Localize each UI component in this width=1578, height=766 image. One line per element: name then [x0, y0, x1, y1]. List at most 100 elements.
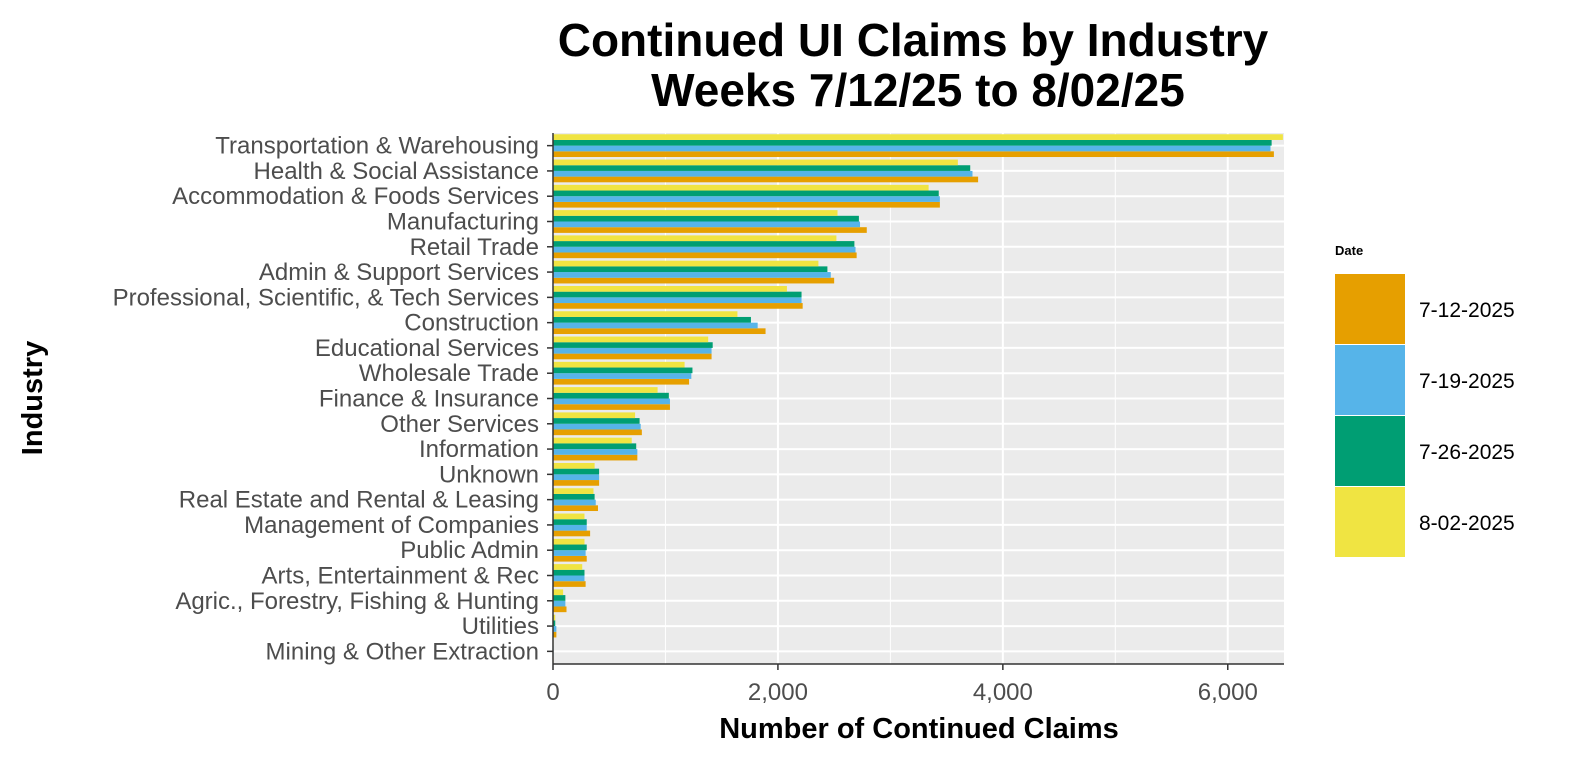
y-axis-title: Industry	[17, 341, 49, 455]
bar	[553, 260, 819, 267]
bar	[553, 361, 685, 368]
bar	[553, 454, 638, 461]
bar	[553, 437, 632, 444]
bar	[553, 347, 712, 354]
bar	[553, 581, 586, 587]
bar	[553, 145, 1271, 152]
bar	[553, 235, 837, 242]
y-tick-label: Educational Services	[315, 335, 539, 362]
chart-title-line-1: Continued UI Claims by Industry	[558, 14, 1269, 66]
y-tick-label: Health & Social Assistance	[254, 158, 539, 185]
y-tick-label: Retail Trade	[410, 234, 539, 261]
bar	[553, 373, 692, 379]
bar	[553, 418, 640, 424]
bar	[553, 626, 557, 632]
y-tick-label: Other Services	[380, 411, 539, 438]
legend-key	[1335, 274, 1405, 344]
bar	[553, 165, 971, 171]
bar	[553, 266, 828, 273]
y-tick-label: Agric., Forestry, Fishing & Hunting	[175, 588, 539, 615]
bar	[553, 631, 557, 638]
y-tick-label: Manufacturing	[387, 209, 539, 236]
bar	[553, 176, 979, 183]
bar	[553, 297, 802, 304]
legend-label: 8-02-2025	[1419, 512, 1515, 535]
bar	[553, 443, 637, 450]
bar	[553, 316, 751, 323]
bar	[553, 139, 1272, 146]
y-tick-label: Construction	[404, 310, 539, 337]
bar	[553, 184, 929, 191]
bar	[553, 412, 636, 419]
bar	[553, 398, 670, 405]
legend: Date 7-12-2025 7-19-2025 7-26-2025 8-02-202…	[1335, 243, 1515, 557]
bar	[553, 221, 861, 228]
bar	[553, 196, 940, 202]
y-tick-label: Utilities	[462, 613, 539, 640]
bar	[553, 493, 595, 500]
bar	[553, 499, 596, 506]
y-tick-label: Mining & Other Extraction	[266, 638, 539, 665]
bar	[553, 285, 787, 292]
x-axis-title: Number of Continued Claims	[719, 713, 1119, 745]
bar	[553, 215, 859, 222]
y-tick-label: Admin & Support Services	[259, 259, 539, 286]
bar	[553, 291, 802, 298]
legend-label: 7-26-2025	[1419, 441, 1515, 464]
y-tick-label: Transportation & Warehousing	[215, 133, 539, 160]
bar	[553, 544, 587, 551]
bar	[553, 404, 670, 410]
legend-label: 7-19-2025	[1419, 370, 1515, 393]
bar	[553, 449, 638, 455]
x-tick-label: 6,000	[1198, 679, 1258, 706]
legend-key	[1335, 416, 1405, 486]
bar	[553, 303, 803, 309]
y-tick-label: Public Admin	[400, 537, 539, 564]
bar	[553, 272, 831, 278]
bar	[553, 474, 600, 481]
bar	[553, 606, 567, 613]
bar	[553, 392, 669, 399]
bar	[553, 322, 758, 329]
bar	[553, 277, 835, 284]
bar	[553, 387, 658, 393]
bar	[553, 519, 587, 525]
bar	[553, 190, 939, 197]
x-tick-label: 4,000	[973, 679, 1033, 706]
chart-title-line-2: Weeks 7/12/25 to 8/02/25	[651, 64, 1185, 116]
bar	[553, 328, 766, 335]
y-tick-label: Accommodation & Foods Services	[172, 183, 539, 210]
bar	[553, 505, 598, 512]
y-tick-label: Wholesale Trade	[359, 360, 539, 387]
bar	[553, 201, 940, 208]
bar	[553, 429, 642, 436]
bar	[553, 600, 566, 607]
bar	[553, 241, 855, 247]
y-tick-label: Unknown	[439, 461, 539, 488]
bar	[553, 569, 585, 576]
legend-key	[1335, 345, 1405, 415]
y-tick-label: Professional, Scientific, & Tech Service…	[113, 284, 539, 311]
bar	[553, 524, 587, 531]
bar	[553, 342, 713, 348]
bar	[553, 564, 583, 570]
bar	[553, 513, 585, 520]
bar	[553, 480, 600, 486]
x-tick-label: 0	[546, 679, 559, 706]
bar	[553, 538, 585, 545]
y-tick-label: Real Estate and Rental & Leasing	[179, 487, 539, 514]
bar	[553, 246, 856, 253]
bar	[553, 595, 566, 601]
bar	[553, 488, 594, 494]
bar	[553, 530, 591, 537]
bar	[553, 589, 564, 596]
bar	[553, 367, 693, 374]
bar	[553, 353, 712, 360]
bar	[553, 134, 1283, 140]
bar	[553, 252, 857, 259]
bar	[553, 423, 641, 430]
y-tick-label: Management of Companies	[244, 512, 539, 539]
bar	[553, 555, 587, 562]
bar	[553, 159, 958, 166]
